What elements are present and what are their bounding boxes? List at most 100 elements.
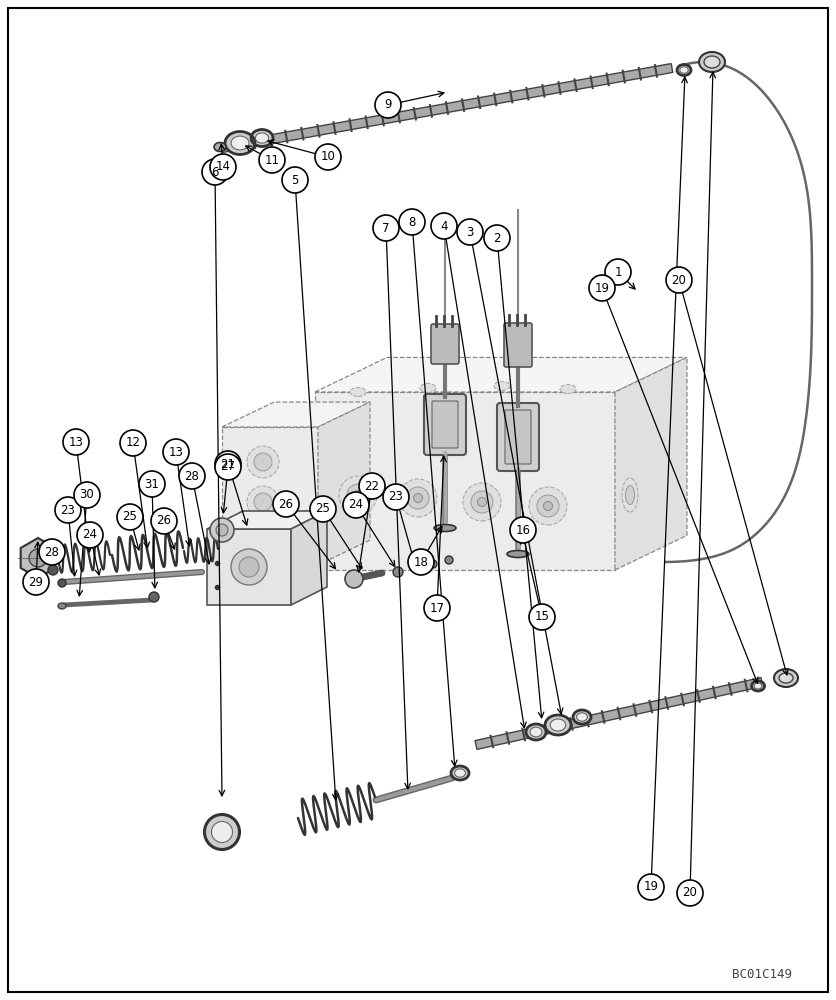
Text: 2: 2 xyxy=(493,232,501,244)
Circle shape xyxy=(48,565,58,575)
Circle shape xyxy=(139,471,165,497)
Text: BC01C149: BC01C149 xyxy=(732,968,792,982)
Ellipse shape xyxy=(752,681,764,691)
Ellipse shape xyxy=(212,822,232,842)
Text: 11: 11 xyxy=(264,153,279,166)
Ellipse shape xyxy=(699,52,725,72)
Ellipse shape xyxy=(622,478,638,512)
Circle shape xyxy=(393,567,403,577)
FancyBboxPatch shape xyxy=(432,401,458,448)
Ellipse shape xyxy=(577,713,588,721)
Circle shape xyxy=(231,549,267,585)
Ellipse shape xyxy=(754,683,762,689)
Circle shape xyxy=(117,504,143,530)
Ellipse shape xyxy=(573,710,591,724)
Polygon shape xyxy=(315,392,615,570)
Circle shape xyxy=(345,570,363,588)
Text: 4: 4 xyxy=(441,220,448,232)
Ellipse shape xyxy=(537,495,559,517)
Text: 6: 6 xyxy=(212,165,219,178)
Ellipse shape xyxy=(507,550,529,558)
Ellipse shape xyxy=(543,502,553,510)
Text: 28: 28 xyxy=(44,546,59,558)
Text: 20: 20 xyxy=(671,273,686,286)
Text: 7: 7 xyxy=(382,222,390,234)
Text: 24: 24 xyxy=(349,498,364,512)
Text: 23: 23 xyxy=(60,504,75,516)
Text: 13: 13 xyxy=(69,436,84,448)
Text: 13: 13 xyxy=(169,446,183,458)
Polygon shape xyxy=(475,678,763,749)
Circle shape xyxy=(457,219,483,245)
Text: 22: 22 xyxy=(364,480,380,492)
Circle shape xyxy=(215,451,241,477)
Circle shape xyxy=(179,463,205,489)
Circle shape xyxy=(210,518,234,542)
Ellipse shape xyxy=(471,491,493,513)
Ellipse shape xyxy=(407,487,429,509)
Circle shape xyxy=(375,92,401,118)
Text: 27: 27 xyxy=(221,460,236,474)
Text: 14: 14 xyxy=(216,160,231,174)
Circle shape xyxy=(638,874,664,900)
Ellipse shape xyxy=(704,56,720,68)
Ellipse shape xyxy=(212,822,232,842)
Ellipse shape xyxy=(529,487,567,525)
Ellipse shape xyxy=(434,524,456,532)
Ellipse shape xyxy=(58,603,66,609)
Ellipse shape xyxy=(399,479,437,517)
Ellipse shape xyxy=(463,483,501,521)
Circle shape xyxy=(484,225,510,251)
Circle shape xyxy=(359,473,385,499)
Text: 12: 12 xyxy=(125,436,140,450)
Ellipse shape xyxy=(251,129,273,146)
Text: 20: 20 xyxy=(682,886,697,900)
Ellipse shape xyxy=(254,453,272,471)
Ellipse shape xyxy=(231,136,249,150)
Text: 16: 16 xyxy=(516,524,531,536)
Ellipse shape xyxy=(477,497,487,506)
FancyBboxPatch shape xyxy=(497,403,539,471)
Circle shape xyxy=(273,491,299,517)
Circle shape xyxy=(373,215,399,241)
Circle shape xyxy=(29,549,47,567)
Text: 18: 18 xyxy=(414,556,428,568)
Circle shape xyxy=(77,522,103,548)
Text: 26: 26 xyxy=(278,497,293,510)
Polygon shape xyxy=(318,402,370,565)
Ellipse shape xyxy=(779,673,793,683)
Circle shape xyxy=(343,492,369,518)
Ellipse shape xyxy=(254,493,272,511)
Circle shape xyxy=(23,569,49,595)
Text: 26: 26 xyxy=(156,514,171,528)
Circle shape xyxy=(39,539,65,565)
Circle shape xyxy=(408,549,434,575)
Ellipse shape xyxy=(247,446,279,478)
Text: 10: 10 xyxy=(320,150,335,163)
Circle shape xyxy=(666,267,692,293)
Text: 9: 9 xyxy=(385,99,392,111)
Ellipse shape xyxy=(414,493,422,502)
Ellipse shape xyxy=(247,486,279,518)
Circle shape xyxy=(55,497,81,523)
Ellipse shape xyxy=(774,669,798,687)
FancyBboxPatch shape xyxy=(504,323,532,367)
Polygon shape xyxy=(222,64,673,152)
Ellipse shape xyxy=(677,64,691,76)
Ellipse shape xyxy=(455,769,466,777)
Text: 1: 1 xyxy=(614,265,622,278)
Text: 19: 19 xyxy=(594,282,609,294)
Circle shape xyxy=(424,595,450,621)
Circle shape xyxy=(510,517,536,543)
FancyBboxPatch shape xyxy=(431,324,459,364)
Circle shape xyxy=(239,557,259,577)
Ellipse shape xyxy=(680,67,688,73)
Circle shape xyxy=(151,508,177,534)
Polygon shape xyxy=(222,402,370,427)
Ellipse shape xyxy=(545,715,571,735)
Circle shape xyxy=(677,880,703,906)
Ellipse shape xyxy=(350,387,366,396)
Ellipse shape xyxy=(560,384,576,393)
Circle shape xyxy=(202,159,228,185)
Circle shape xyxy=(58,579,66,587)
